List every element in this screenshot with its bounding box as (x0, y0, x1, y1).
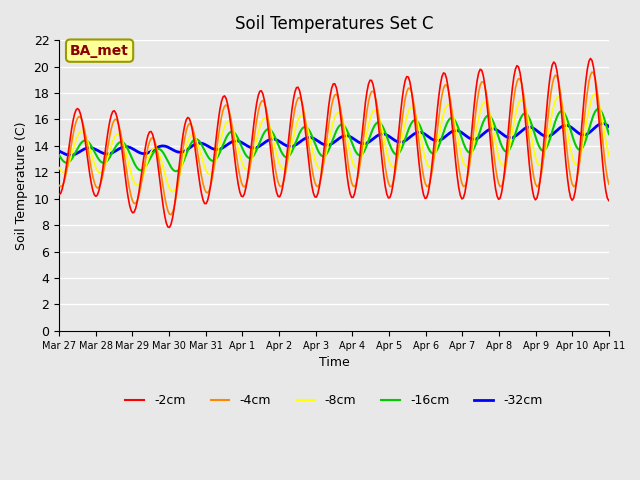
Text: BA_met: BA_met (70, 44, 129, 58)
Title: Soil Temperatures Set C: Soil Temperatures Set C (235, 15, 433, 33)
X-axis label: Time: Time (319, 356, 349, 369)
Y-axis label: Soil Temperature (C): Soil Temperature (C) (15, 121, 28, 250)
Legend: -2cm, -4cm, -8cm, -16cm, -32cm: -2cm, -4cm, -8cm, -16cm, -32cm (120, 389, 548, 412)
